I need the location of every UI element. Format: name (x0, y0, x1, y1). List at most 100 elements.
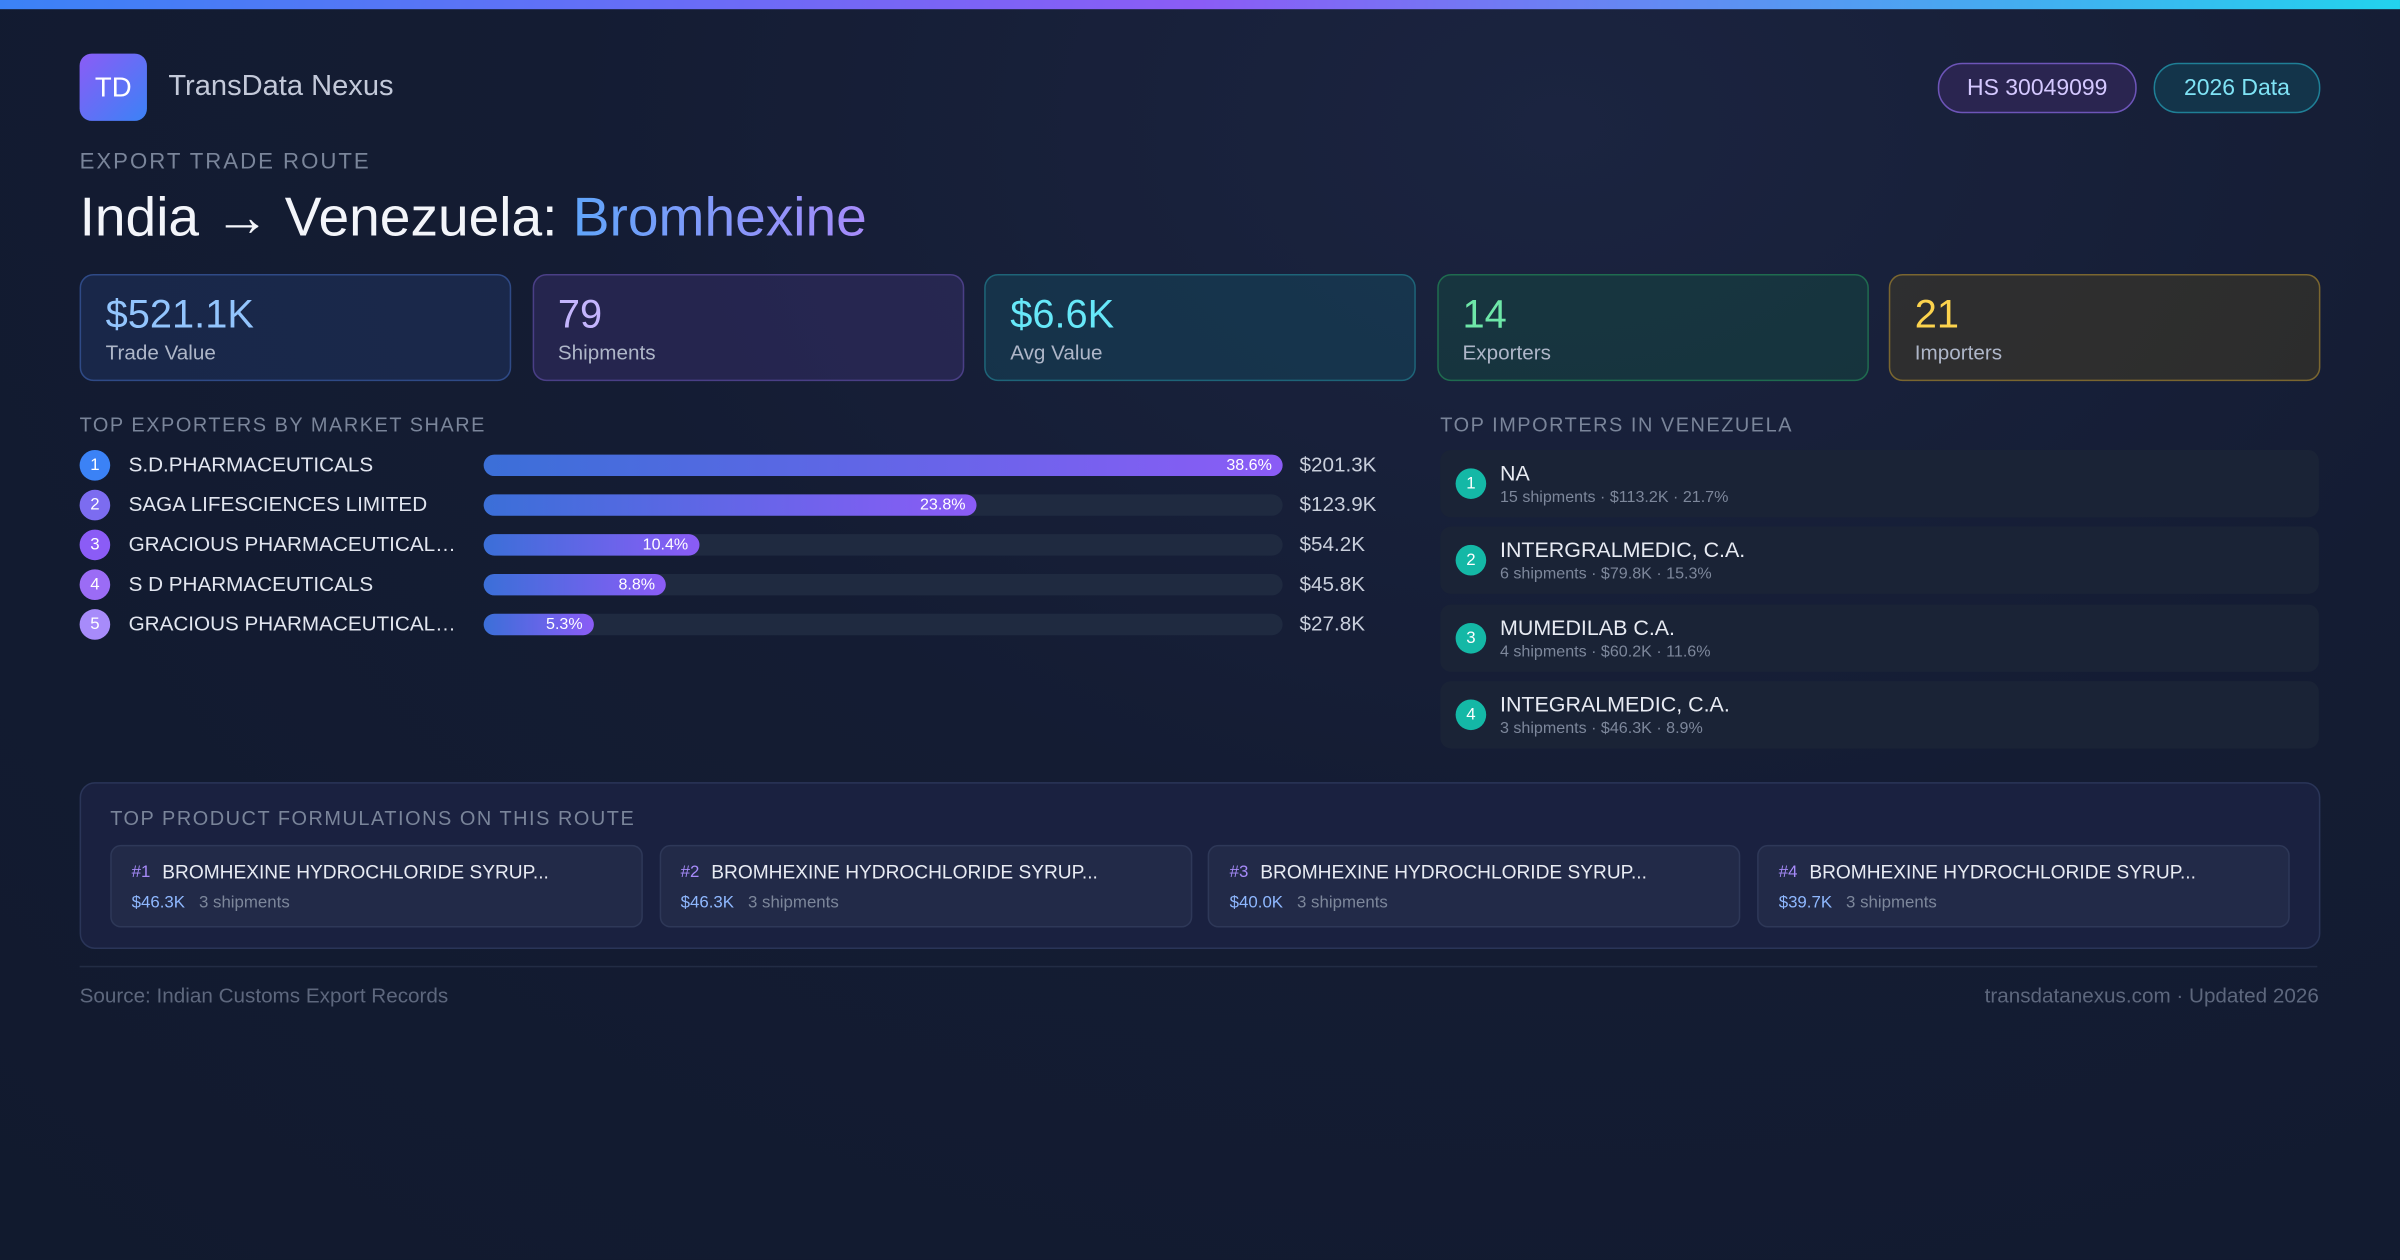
importer-name: INTERGRALMEDIC, C.A. (1499, 537, 1746, 563)
importer-detail: 6 shipments · $79.8K · 15.3% (1499, 565, 1712, 584)
share-label: 10.4% (642, 535, 689, 555)
page-title: India → Venezuela: Bromhexine (80, 185, 867, 249)
stat-card: $521.1K Trade Value (79, 273, 512, 382)
bar-track: 38.6% (483, 454, 1283, 477)
stat-card: $6.6K Avg Value (984, 273, 1416, 382)
share-bar: 8.8% (483, 573, 666, 596)
source: Source: Indian Customs Export Records (79, 984, 449, 1008)
formulation-shipments: 3 shipments (1846, 893, 1937, 913)
stat-label: Shipments (557, 341, 656, 365)
exporter-row: 5 GRACIOUS PHARMACEUTICALS P... 5.3% $27.8K (79, 609, 1396, 640)
share-label: 23.8% (919, 495, 966, 515)
exporter-name: S.D.PHARMACEUTICALS (128, 453, 374, 477)
formulation-card: #1 BROMHEXINE HYDROCHLORIDE SYRUP... $46.3… (110, 844, 643, 928)
formulation-shipments: 3 shipments (198, 893, 290, 913)
importer-card: 1 NA 15 shipments · $113.2K · 21.7% (1440, 449, 2319, 518)
stat-label: Exporters (1462, 341, 1551, 365)
share-label: 5.3% (546, 615, 583, 634)
share-label: 8.8% (618, 575, 656, 594)
route: India → Venezuela: (79, 185, 558, 248)
exporter-row: 1 S.D.PHARMACEUTICALS 38.6% $201.3K (79, 449, 1396, 481)
eyebrow: EXPORT TRADE ROUTE (79, 149, 371, 175)
exporter-value: $54.2K (1299, 532, 1365, 556)
importers-heading: TOP IMPORTERS IN VENEZUELA (1440, 413, 1794, 437)
formulation-name: BROMHEXINE HYDROCHLORIDE SYRUP... (1809, 861, 2196, 884)
exporter-row: 4 S D PHARMACEUTICALS 8.8% $45.8K (79, 569, 1396, 600)
formulation-rank: #4 (1778, 863, 1798, 882)
rank-badge: 5 (79, 609, 111, 640)
rank-badge: 4 (1455, 699, 1487, 730)
formulation-card: #2 BROMHEXINE HYDROCHLORIDE SYRUP... $46.3… (659, 844, 1192, 928)
formulation-rank: #3 (1229, 863, 1249, 882)
importer-card: 4 INTEGRALMEDIC, C.A. 3 shipments · $46.3K… (1440, 680, 2319, 749)
stat-value: $6.6K (1010, 290, 1115, 337)
exporter-value: $27.8K (1299, 612, 1365, 636)
stat-card: 79 Shipments (531, 273, 964, 382)
formulation-rank: #1 (131, 863, 151, 882)
bar-track: 5.3% (483, 613, 1283, 636)
hs-badge: HS 30049099 (1937, 62, 2137, 114)
stat-card: 14 Exporters (1436, 273, 1869, 382)
importer-detail: 3 shipments · $46.3K · 8.9% (1499, 719, 1703, 738)
rank-badge: 4 (79, 569, 111, 600)
formulation-value: $39.7K (1778, 893, 1833, 913)
stat-value: 21 (1914, 290, 1960, 337)
formulation-value: $40.0K (1229, 893, 1284, 913)
exporter-name: SAGA LIFESCIENCES LIMITED (128, 492, 428, 516)
year-badge: 2026 Data (2153, 62, 2321, 114)
stat-label: Importers (1914, 341, 2003, 365)
accent-bar (0, 0, 2400, 10)
formulation-card: #4 BROMHEXINE HYDROCHLORIDE SYRUP... $39.7… (1757, 844, 2290, 928)
importer-name: NA (1499, 460, 1530, 486)
formulation-shipments: 3 shipments (747, 893, 839, 913)
bar-track: 23.8% (483, 494, 1283, 516)
bar-track: 10.4% (483, 534, 1283, 556)
rank-badge: 1 (79, 449, 111, 481)
importer-detail: 4 shipments · $60.2K · 11.6% (1499, 642, 1711, 661)
stat-card: 21 Importers (1888, 273, 2321, 382)
stat-value: 79 (557, 290, 603, 337)
rank-badge: 1 (1455, 468, 1487, 499)
exporter-row: 2 SAGA LIFESCIENCES LIMITED 23.8% $123.9K (79, 489, 1396, 521)
formulation-rank: #2 (680, 863, 700, 882)
formulation-value: $46.3K (131, 893, 186, 913)
stat-value: 14 (1462, 290, 1507, 337)
share-bar: 5.3% (483, 613, 594, 636)
exporter-name: S D PHARMACEUTICALS (128, 572, 374, 596)
divider (79, 965, 2318, 968)
rank-badge: 3 (1455, 622, 1487, 653)
product: Bromhexine (572, 185, 867, 248)
exporter-value: $45.8K (1299, 572, 1365, 596)
rank-badge: 3 (79, 529, 111, 561)
share-bar: 38.6% (483, 454, 1283, 477)
formulation-name: BROMHEXINE HYDROCHLORIDE SYRUP... (1260, 861, 1647, 884)
stat-label: Trade Value (105, 341, 216, 365)
formulation-name: BROMHEXINE HYDROCHLORIDE SYRUP... (162, 861, 549, 884)
stat-label: Avg Value (1010, 341, 1103, 365)
formulation-card: #3 BROMHEXINE HYDROCHLORIDE SYRUP... $40.0… (1208, 844, 1741, 928)
importer-card: 2 INTERGRALMEDIC, C.A. 6 shipments · $79.8… (1440, 526, 2319, 595)
share-bar: 10.4% (483, 534, 699, 556)
share-bar: 23.8% (483, 494, 977, 516)
exporter-value: $201.3K (1299, 453, 1377, 477)
rank-badge: 2 (1455, 545, 1487, 576)
formulation-name: BROMHEXINE HYDROCHLORIDE SYRUP... (711, 861, 1098, 884)
exporter-row: 3 GRACIOUS PHARMACEUTICALS P... 10.4% $54.2… (79, 529, 1396, 561)
exporters-heading: TOP EXPORTERS BY MARKET SHARE (79, 413, 486, 437)
importer-detail: 15 shipments · $113.2K · 21.7% (1499, 488, 1729, 507)
brand-name: TransData Nexus (168, 70, 394, 103)
importer-card: 3 MUMEDILAB C.A. 4 shipments · $60.2K · 11… (1440, 603, 2319, 672)
importer-name: MUMEDILAB C.A. (1499, 614, 1676, 640)
stat-value: $521.1K (105, 290, 254, 337)
logo: TD (79, 53, 147, 121)
exporter-name: GRACIOUS PHARMACEUTICALS P... (128, 612, 466, 636)
rank-badge: 2 (79, 489, 111, 521)
importer-name: INTEGRALMEDIC, C.A. (1499, 691, 1730, 717)
formulation-shipments: 3 shipments (1297, 893, 1388, 913)
exporter-name: GRACIOUS PHARMACEUTICALS P... (128, 532, 466, 556)
share-label: 38.6% (1226, 456, 1272, 475)
formulation-value: $46.3K (680, 893, 735, 913)
